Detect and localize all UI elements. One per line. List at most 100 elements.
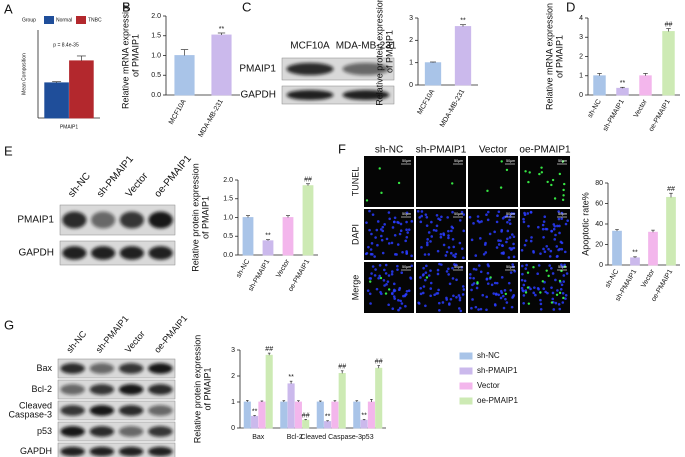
tunel-spot [560, 269, 563, 273]
panel-letter: F [338, 141, 346, 156]
nucleus [512, 242, 515, 246]
nucleus [552, 308, 556, 311]
nucleus [532, 251, 535, 254]
micro-column-label: oe-PMAIP1 [519, 145, 571, 156]
nucleus [438, 262, 441, 266]
nucleus [522, 220, 526, 224]
nucleus [497, 239, 500, 242]
tunel-spot [476, 282, 479, 285]
scale-label: 50μm [506, 212, 515, 216]
nucleus [450, 229, 453, 233]
bar [258, 401, 266, 429]
error-bar [282, 400, 286, 402]
tunel-spot [524, 170, 527, 173]
nucleus [511, 295, 515, 298]
nucleus [532, 291, 536, 295]
bar [251, 415, 259, 429]
nucleus [523, 279, 527, 283]
nucleus [530, 236, 533, 239]
nucleus [427, 274, 431, 277]
nucleus [474, 254, 478, 257]
tunel-spot [387, 288, 391, 291]
significance-label: ## [375, 358, 383, 365]
scale-label: 50μm [454, 159, 463, 163]
error-bar [246, 215, 250, 218]
tunel-spot [504, 292, 508, 296]
nucleus [393, 233, 397, 237]
y-tick-label: 0 [409, 82, 413, 89]
nucleus [501, 244, 504, 247]
nucleus [508, 246, 512, 250]
y-axis-label: Relative protein expression [192, 335, 202, 444]
nucleus [451, 266, 454, 270]
nucleus [510, 305, 514, 309]
nucleus [562, 280, 565, 283]
blot-band [118, 426, 144, 437]
nucleus [481, 293, 485, 297]
nucleus [393, 253, 397, 256]
nucleus [416, 209, 420, 213]
legend-label: TNBC [88, 17, 102, 23]
nucleus [523, 243, 527, 247]
scale-label: 50μm [402, 265, 411, 269]
blot-row-label: Bcl-2 [31, 384, 52, 394]
significance-label: ** [620, 80, 626, 87]
y-axis-label: Apoptotic rate% [580, 192, 590, 256]
x-tick-label: Cleaved Caspase-3 [301, 434, 363, 441]
nucleus [505, 214, 509, 218]
nucleus [556, 289, 559, 292]
nucleus [391, 307, 395, 310]
blot-row-label: Caspase-3 [8, 409, 52, 419]
nucleus [483, 243, 487, 246]
nucleus [455, 278, 458, 282]
nucleus [477, 264, 481, 267]
nucleus [442, 232, 445, 235]
x-tick-label: Vector [633, 98, 649, 119]
nucleus [371, 213, 375, 216]
nucleus [455, 263, 458, 267]
nucleus [406, 231, 409, 234]
bar [324, 421, 332, 429]
nucleus [503, 289, 507, 292]
nucleus [495, 281, 499, 285]
nucleus [442, 243, 446, 247]
y-axis-label: Relative protein expression [190, 163, 200, 272]
bar [242, 217, 254, 256]
y-tick-label: 1.5 [223, 196, 233, 203]
nucleus [513, 269, 516, 273]
nucleus [398, 232, 402, 236]
nucleus [504, 297, 507, 301]
nucleus [550, 286, 553, 289]
y-axis-label: of PMAIP1 [554, 35, 564, 78]
nucleus [447, 229, 450, 233]
nucleus [484, 251, 488, 254]
nucleus [522, 289, 525, 293]
nucleus [561, 265, 564, 268]
nucleus [536, 225, 540, 229]
nucleus [426, 241, 429, 245]
nucleus [536, 286, 540, 290]
nucleus [543, 250, 547, 254]
blot-row-label: PMAIP1 [239, 64, 276, 75]
blot-band [342, 89, 390, 101]
tunel-spot [540, 166, 543, 169]
nucleus [559, 240, 563, 244]
nucleus [497, 293, 500, 297]
nucleus [533, 286, 536, 289]
tunel-spot [538, 172, 541, 176]
y-tick-label: 4 [579, 15, 583, 22]
nucleus [472, 282, 476, 285]
nucleus [419, 220, 423, 224]
nucleus [544, 227, 548, 231]
nucleus [390, 241, 394, 245]
nucleus [557, 302, 561, 306]
nucleus [506, 229, 510, 233]
nucleus [470, 238, 474, 242]
y-tick-label: 2 [579, 53, 583, 60]
nucleus [392, 295, 396, 298]
nucleus [564, 297, 567, 300]
scale-label: 50μm [454, 212, 463, 216]
nucleus [374, 236, 377, 239]
nucleus [502, 306, 506, 310]
nucleus [396, 220, 399, 224]
